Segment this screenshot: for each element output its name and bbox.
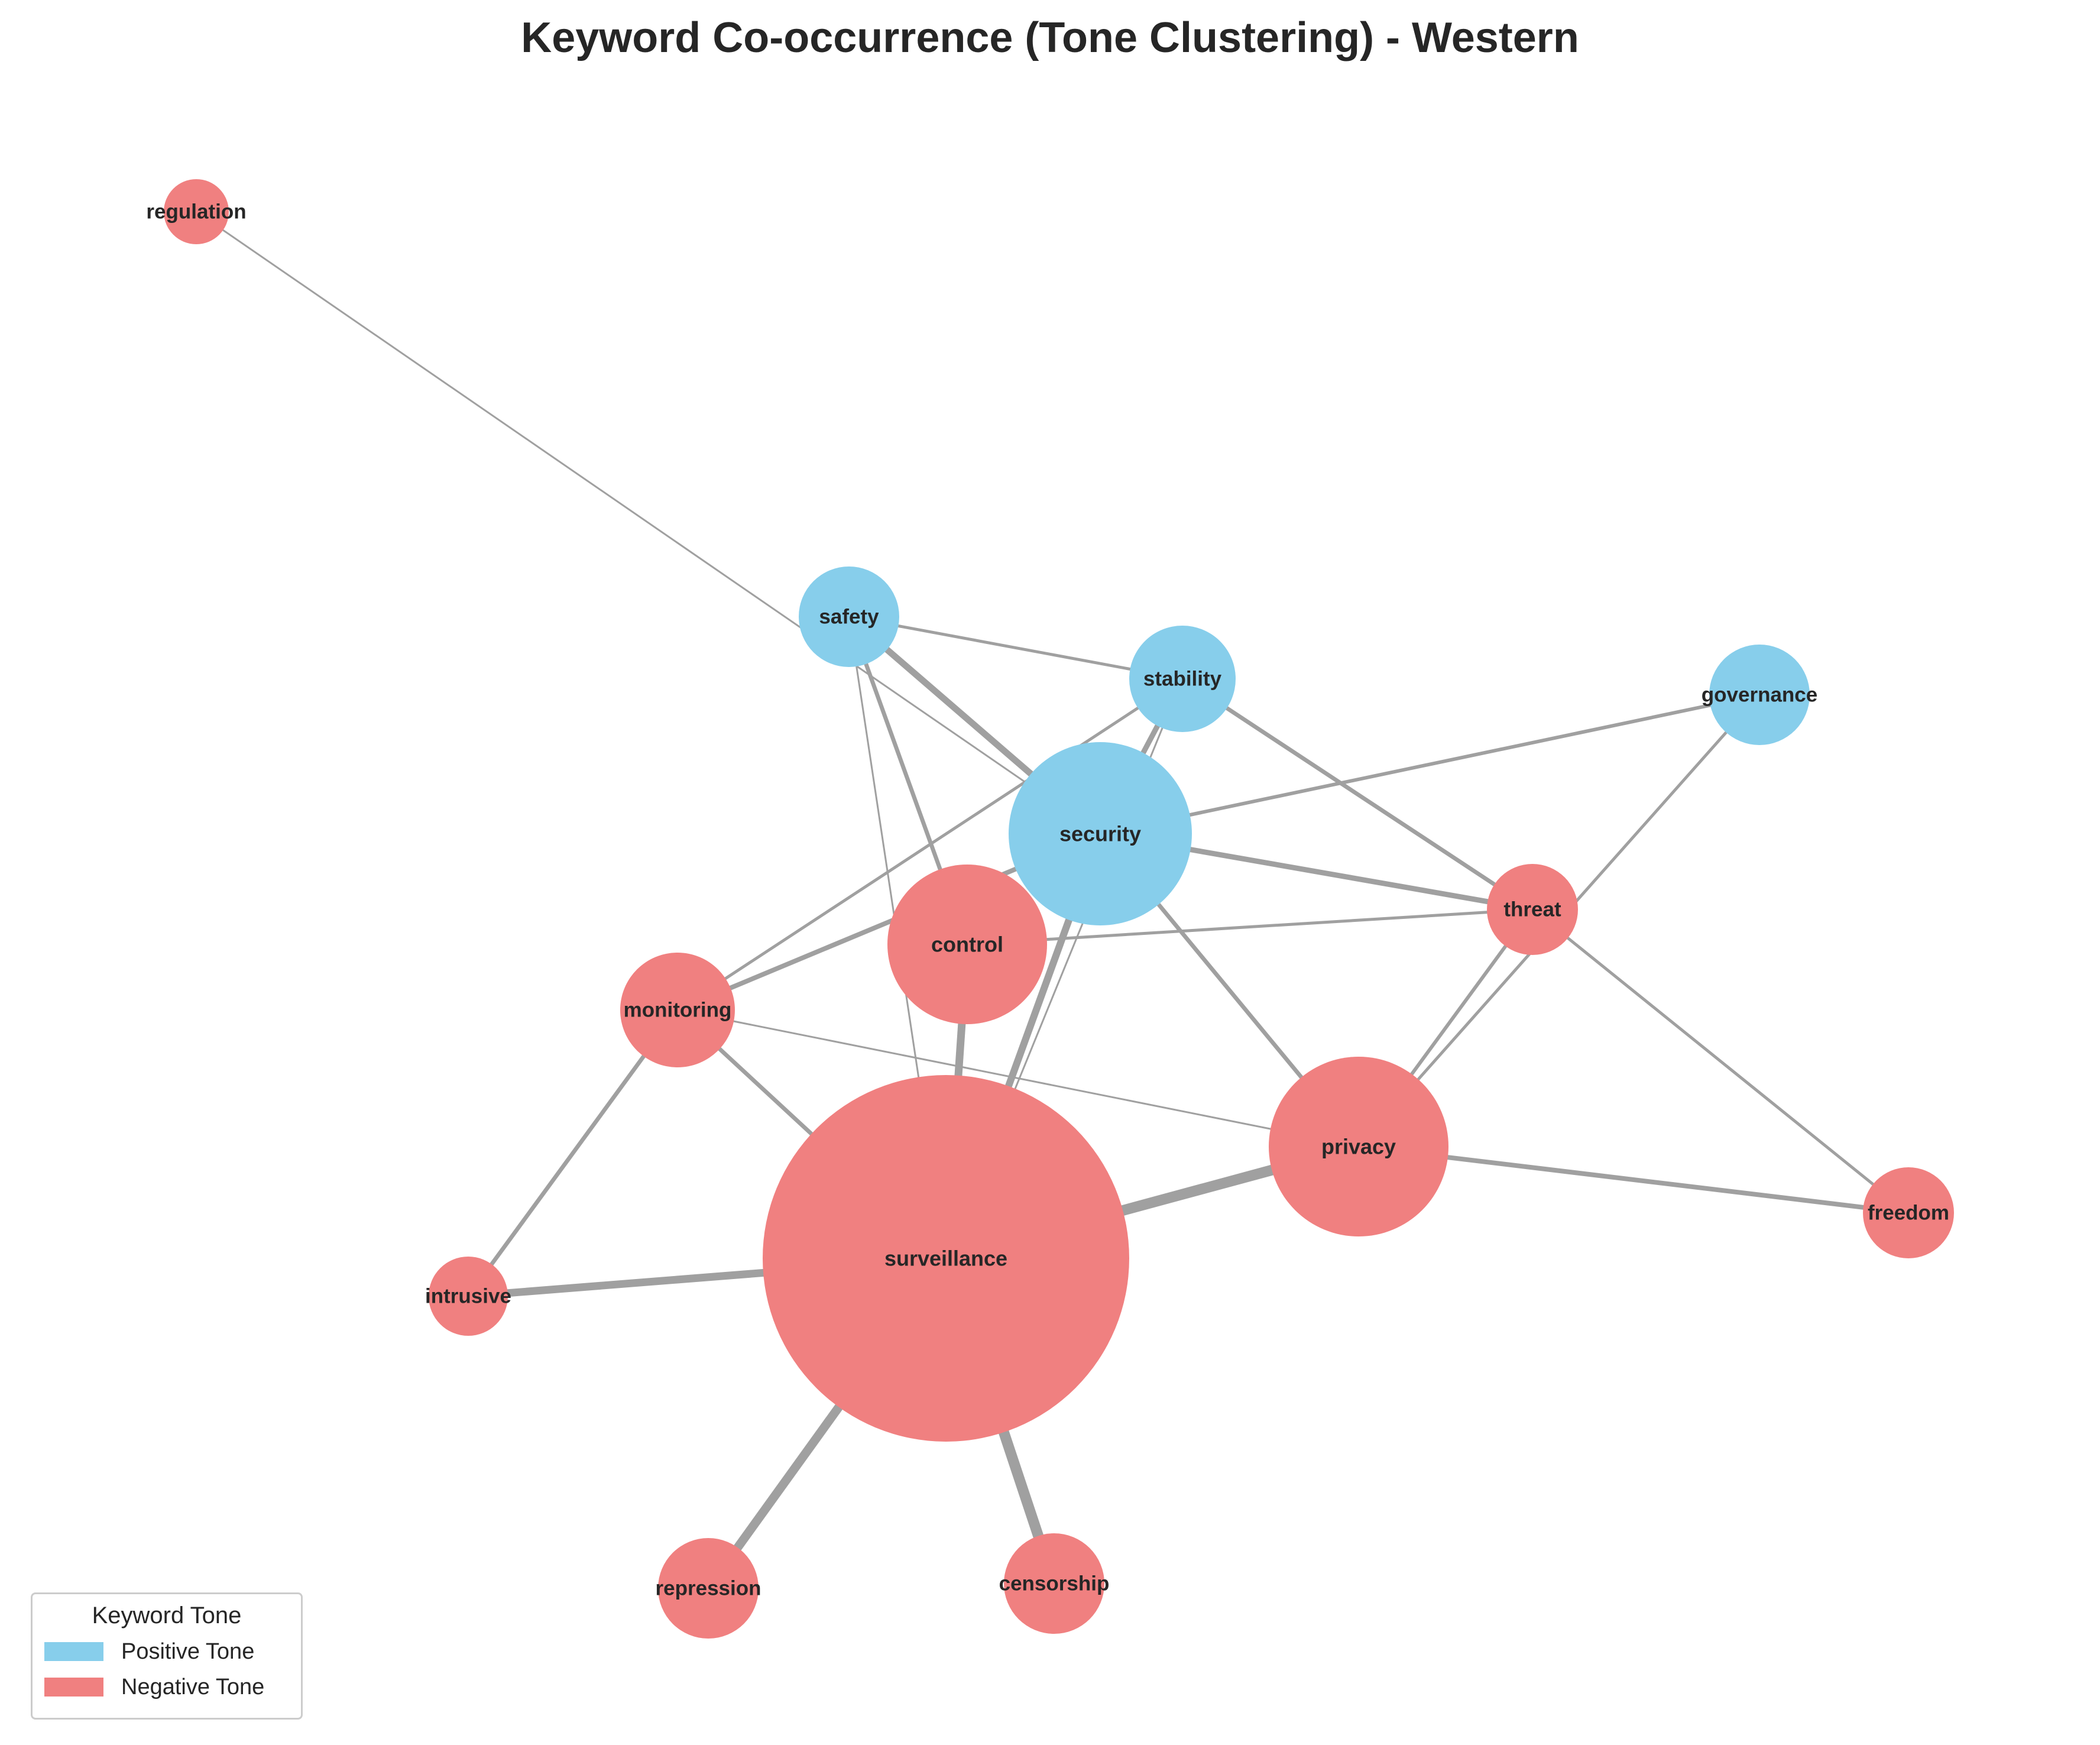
node-censorship: censorship [999, 1533, 1110, 1634]
legend-item-negative: Negative Tone [44, 1672, 264, 1702]
legend-item-positive: Positive Tone [44, 1637, 254, 1666]
node-layer: regulation safety stability governance secur… [146, 179, 1954, 1639]
edge-stability-monitoring [676, 677, 1184, 1012]
edge-threat-freedom [1531, 908, 1910, 1214]
node-control: control [887, 865, 1047, 1024]
legend-swatch-negative [44, 1678, 103, 1697]
node-label-surveillance: surveillance [884, 1247, 1007, 1271]
node-circle-regulation [164, 179, 229, 244]
node-governance: governance [1702, 645, 1817, 745]
node-security: security [1009, 742, 1192, 925]
legend-swatch-positive [44, 1642, 103, 1661]
node-surveillance: surveillance [763, 1075, 1129, 1442]
node-label-censorship: censorship [999, 1572, 1110, 1595]
edge-regulation-security [196, 211, 1101, 835]
node-circle-stability [1129, 626, 1236, 732]
node-label-threat: threat [1503, 898, 1561, 921]
node-circle-freedom [1863, 1167, 1954, 1258]
edge-monitoring-privacy [677, 1009, 1359, 1148]
edge-safety-stability [848, 615, 1183, 681]
node-label-safety: safety [819, 606, 879, 629]
edge-governance-security [1100, 693, 1760, 836]
node-label-governance: governance [1702, 684, 1817, 707]
node-circle-control [887, 865, 1047, 1024]
node-label-stability: stability [1143, 668, 1222, 691]
edge-monitoring-intrusive [466, 1008, 679, 1298]
node-repression: repression [656, 1538, 761, 1639]
node-label-privacy: privacy [1321, 1135, 1396, 1159]
node-label-repression: repression [656, 1577, 761, 1600]
legend-label-negative: Negative Tone [121, 1674, 265, 1699]
legend-title: Keyword Tone [92, 1602, 242, 1629]
legend: Keyword Tone Positive Tone Negative Tone [31, 1592, 303, 1720]
node-privacy: privacy [1269, 1057, 1448, 1236]
legend-label-positive: Positive Tone [121, 1639, 255, 1664]
edge-stability-threat [1181, 677, 1534, 911]
node-label-monitoring: monitoring [624, 999, 732, 1022]
node-circle-surveillance [763, 1075, 1129, 1442]
node-monitoring: monitoring [620, 953, 735, 1067]
node-label-security: security [1059, 822, 1141, 846]
node-label-regulation: regulation [146, 200, 246, 224]
node-circle-intrusive [429, 1257, 508, 1336]
node-freedom: freedom [1863, 1167, 1954, 1258]
edge-privacy-freedom [1358, 1144, 1909, 1215]
node-circle-repression [658, 1538, 759, 1639]
node-intrusive: intrusive [425, 1257, 511, 1336]
node-label-intrusive: intrusive [425, 1285, 511, 1308]
chart-title: Keyword Co-occurrence (Tone Clustering) … [521, 14, 1579, 61]
edge-control-threat [967, 908, 1533, 946]
node-regulation: regulation [146, 179, 247, 244]
node-circle-governance [1709, 645, 1810, 745]
node-threat: threat [1487, 864, 1578, 955]
node-stability: stability [1129, 626, 1236, 732]
node-safety: safety [799, 566, 899, 667]
node-circle-privacy [1269, 1057, 1448, 1236]
node-circle-security [1009, 742, 1192, 925]
node-circle-threat [1487, 864, 1578, 955]
node-circle-censorship [1004, 1533, 1104, 1634]
node-label-freedom: freedom [1868, 1202, 1949, 1225]
node-circle-monitoring [620, 953, 735, 1067]
node-circle-safety [799, 566, 899, 667]
node-label-control: control [931, 933, 1003, 957]
